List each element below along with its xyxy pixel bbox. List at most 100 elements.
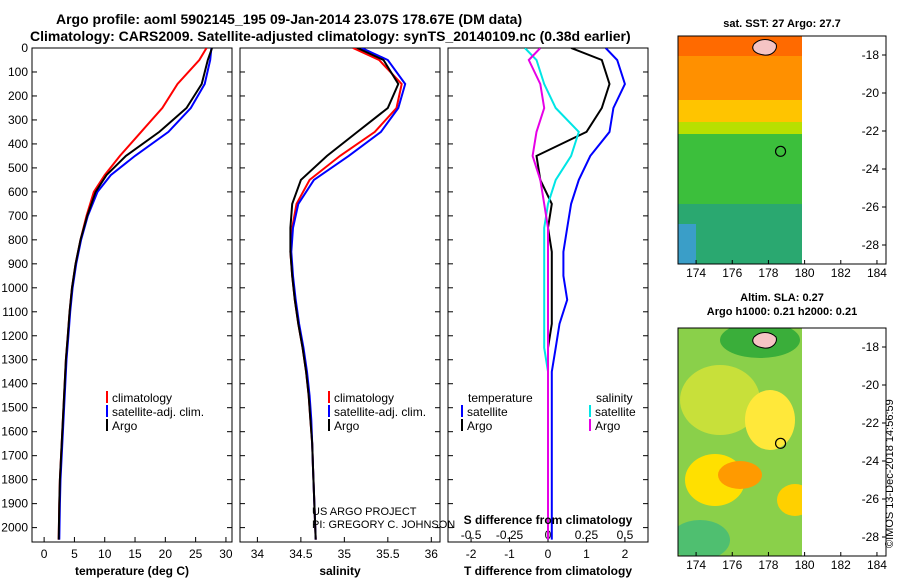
sst-band	[678, 204, 802, 264]
depth-tick-label: 800	[8, 233, 28, 247]
sla-map-x-ticks: 174 176 178 180 182 184	[686, 552, 887, 572]
map-x-tick-label: 178	[758, 266, 778, 280]
x-tick-label-salinity: -0.5	[461, 528, 482, 542]
series-line	[58, 48, 213, 540]
sla-map-field	[678, 328, 886, 556]
map-land-mask	[802, 328, 886, 556]
title-line-2: Climatology: CARS2009. Satellite-adjuste…	[30, 28, 631, 44]
x-tick-label-salinity: 0.5	[617, 528, 634, 542]
legend-label-argo: Argo	[112, 419, 138, 433]
salinity-legend: climatology satellite-adj. clim. Argo US…	[312, 391, 455, 531]
depth-tick-label: 1700	[1, 449, 28, 463]
series-line	[289, 48, 400, 540]
map-y-tick-label: -20	[862, 86, 880, 100]
x-tick-label: 34.5	[289, 547, 313, 561]
depth-tick-label: 900	[8, 257, 28, 271]
x-tick-label: 15	[128, 547, 142, 561]
sst-map-field	[678, 36, 886, 264]
difference-legend: temperature salinity satellite Argo sate…	[461, 391, 636, 433]
legend-label-t-argo: Argo	[467, 419, 493, 433]
salinity-xlabel: salinity	[319, 564, 361, 578]
sla-map-y-ticks: -18 -20 -22 -24 -26 -28	[862, 340, 886, 544]
map-y-tick-label: -18	[862, 48, 880, 62]
map-land-mask	[802, 36, 886, 264]
sst-band	[678, 122, 802, 134]
fiji-island-icon	[752, 39, 777, 56]
legend-label-argo: Argo	[334, 419, 360, 433]
x-tick-label: 35.5	[376, 547, 400, 561]
sla-blob	[745, 390, 795, 450]
legend-title-temperature: temperature	[468, 391, 533, 405]
sst-map-x-ticks: 174 176 178 180 182 184	[686, 260, 887, 280]
x-tick-label-salinity: 0.25	[575, 528, 599, 542]
sla-blob	[678, 520, 730, 556]
legend-label-satellite: satellite-adj. clim.	[112, 405, 204, 419]
legend-label-s-argo: Argo	[595, 419, 621, 433]
depth-tick-label: 1800	[1, 473, 28, 487]
sla-blob	[718, 461, 762, 489]
map-y-tick-label: -24	[862, 454, 880, 468]
legend-label-climatology: climatology	[112, 391, 172, 405]
sst-map-y-ticks: -18 -20 -22 -24 -26 -28	[862, 48, 886, 252]
x-tick-label: 0	[545, 547, 552, 561]
depth-tick-label: 1200	[1, 329, 28, 343]
temperature-legend: climatology satellite-adj. clim. Argo	[106, 391, 204, 433]
title-line-1: Argo profile: aoml 5902145_195 09-Jan-20…	[56, 11, 522, 27]
difference-series	[524, 48, 626, 540]
x-tick-label: 2	[622, 547, 629, 561]
sla-map-title-1: Altim. SLA: 0.27	[740, 292, 824, 304]
x-tick-label: -1	[504, 547, 515, 561]
map-x-tick-label: 174	[686, 558, 706, 572]
series-line	[57, 48, 208, 540]
map-y-tick-label: -24	[862, 162, 880, 176]
argo-position-marker	[774, 437, 787, 449]
depth-tick-label: 0	[21, 41, 28, 55]
map-y-tick-label: -20	[862, 378, 880, 392]
series-line	[527, 48, 549, 540]
map-y-tick-label: -18	[862, 340, 880, 354]
difference-xlabel-salinity: S difference from climatology	[464, 513, 633, 527]
difference-xlabel: T difference from climatology	[464, 564, 632, 578]
temperature-panel	[31, 47, 233, 543]
sst-band	[678, 224, 696, 264]
map-x-tick-label: 180	[795, 266, 815, 280]
x-tick-label: 35	[338, 547, 352, 561]
map-x-tick-label: 184	[867, 266, 887, 280]
depth-tick-label: 1000	[1, 281, 28, 295]
x-tick-label: 30	[219, 547, 233, 561]
x-tick-label: 10	[98, 547, 112, 561]
depth-tick-label: 500	[8, 161, 28, 175]
x-tick-label: -2	[466, 547, 477, 561]
map-y-tick-label: -22	[862, 416, 880, 430]
map-x-tick-label: 180	[795, 558, 815, 572]
map-y-tick-label: -26	[862, 492, 880, 506]
map-y-tick-label: -26	[862, 200, 880, 214]
sst-band	[678, 36, 802, 56]
legend-label-t-satellite: satellite	[467, 405, 508, 419]
sst-map	[677, 35, 887, 265]
legend-label-satellite: satellite-adj. clim.	[334, 405, 426, 419]
depth-tick-label: 400	[8, 137, 28, 151]
depth-tick-label: 1100	[2, 305, 28, 319]
credit-pi: PI: GREGORY C. JOHNSON	[312, 519, 455, 531]
x-tick-label: 25	[189, 547, 203, 561]
sst-map-title: sat. SST: 27 Argo: 27.7	[723, 18, 841, 30]
map-x-tick-label: 184	[867, 558, 887, 572]
map-x-tick-label: 174	[686, 266, 706, 280]
depth-tick-label: 1300	[1, 353, 28, 367]
legend-title-salinity: salinity	[596, 391, 633, 405]
sla-blob	[680, 365, 760, 435]
depth-axis: 0 100 200 300 400 500 600 700 800 900 1000 1100 1200…	[1, 41, 648, 535]
x-tick-label: 0	[41, 547, 48, 561]
depth-tick-label: 700	[8, 209, 28, 223]
temperature-series	[57, 48, 213, 540]
map-y-tick-label: -28	[862, 238, 880, 252]
legend-label-climatology: climatology	[334, 391, 394, 405]
series-line	[550, 48, 626, 540]
depth-tick-label: 1400	[1, 377, 28, 391]
x-tick-label: 1	[583, 547, 590, 561]
legend-label-s-satellite: satellite	[595, 405, 636, 419]
salinity-x-ticks: 34 34.5 35 35.5 36	[251, 537, 438, 561]
sla-map	[677, 327, 887, 557]
sla-map-title-2: Argo h1000: 0.21 h2000: 0.21	[707, 306, 857, 318]
